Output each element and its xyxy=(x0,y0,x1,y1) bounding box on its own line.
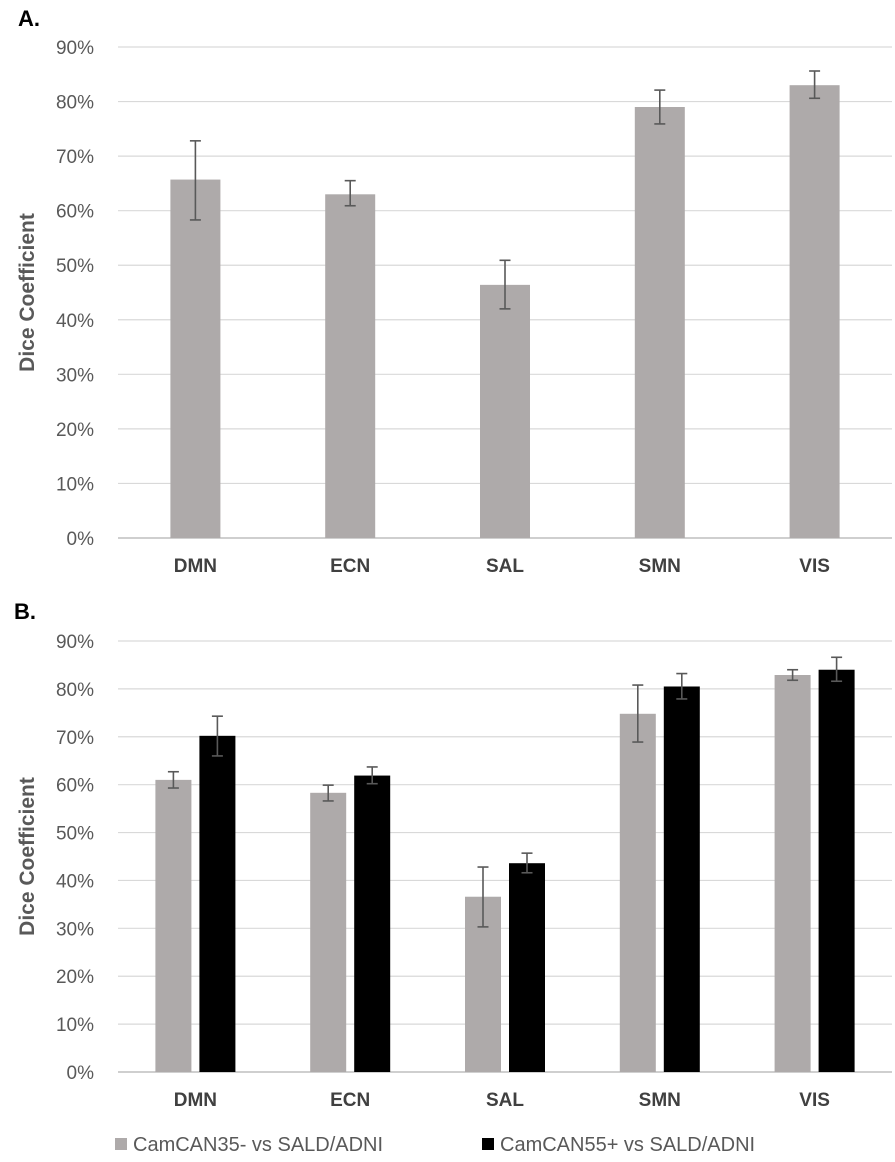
panel-a-label: A. xyxy=(18,6,40,31)
panel-a-bar-smn xyxy=(634,107,685,538)
panel-a-x-tick-label: SAL xyxy=(486,556,524,577)
panel-a-x-tick-label: SMN xyxy=(639,556,681,577)
panel-a-y-axis-title: Dice Coefficient xyxy=(16,213,39,372)
panel-b-y-tick-label: 90% xyxy=(56,632,94,653)
panel-a-y-tick-label: 40% xyxy=(56,311,94,332)
panel-b-x-tick-label: SMN xyxy=(639,1090,681,1111)
panel-a-bar-sal xyxy=(480,284,530,538)
panel-b-y-tick-label: 80% xyxy=(56,680,94,701)
panel-a-bar-dmn xyxy=(170,179,221,538)
panel-b-x-tick-label: DMN xyxy=(174,1090,217,1111)
panel-a-y-tick-label: 80% xyxy=(56,93,94,114)
panel-b-bar-vis-s1 xyxy=(774,675,811,1072)
panel-a-y-tick-label: 20% xyxy=(56,420,94,441)
panel-a-bar-ecn xyxy=(325,194,376,539)
panel-a-y-tick-label: 50% xyxy=(56,256,94,277)
panel-b-x-tick-label: ECN xyxy=(330,1090,370,1111)
panel-a-y-tick-label: 60% xyxy=(56,202,94,223)
panel-b-y-tick-label: 20% xyxy=(56,967,94,988)
panel-b-y-tick-label: 70% xyxy=(56,728,94,749)
panel-b-y-tick-label: 60% xyxy=(56,776,94,797)
panel-b-bar-smn-s1 xyxy=(619,713,656,1072)
panel-a-x-tick-label: ECN xyxy=(330,556,370,577)
panel-a-y-tick-label: 70% xyxy=(56,147,94,168)
panel-b-label: B. xyxy=(14,599,36,624)
panel-a-y-tick-label: 30% xyxy=(56,365,94,386)
panel-b-bar-ecn-s2 xyxy=(354,775,391,1072)
panel-b-bar-vis-s2 xyxy=(818,669,855,1072)
panel-a-y-tick-label: 0% xyxy=(67,529,95,550)
panel-b-bar-ecn-s1 xyxy=(310,792,347,1072)
panel-b-bar-sal-s2 xyxy=(509,863,545,1072)
panel-b-legend-label-2: CamCAN55+ vs SALD/ADNI xyxy=(500,1134,755,1156)
panel-b-y-tick-label: 0% xyxy=(67,1063,95,1084)
panel-b-x-tick-label: VIS xyxy=(799,1090,830,1111)
panel-b-y-tick-label: 30% xyxy=(56,919,94,940)
panel-a-y-tick-label: 90% xyxy=(56,38,94,59)
panel-b-x-tick-label: SAL xyxy=(486,1090,524,1111)
panel-b-legend-swatch-1 xyxy=(115,1138,127,1150)
panel-a-bar-vis xyxy=(789,85,840,538)
panel-b-bar-dmn-s1 xyxy=(155,779,192,1072)
panel-b-y-tick-label: 50% xyxy=(56,824,94,845)
panel-b-legend-label-1: CamCAN35- vs SALD/ADNI xyxy=(133,1134,383,1156)
panel-b-y-tick-label: 10% xyxy=(56,1015,94,1036)
panel-b-legend-swatch-2 xyxy=(482,1138,494,1150)
panel-b-bar-dmn-s2 xyxy=(199,735,236,1072)
panel-a-x-tick-label: VIS xyxy=(799,556,830,577)
panel-b-y-tick-label: 40% xyxy=(56,871,94,892)
panel-b-y-axis-title: Dice Coefficient xyxy=(16,777,39,936)
panel-a-x-tick-label: DMN xyxy=(174,556,217,577)
panel-b-bar-smn-s2 xyxy=(663,686,700,1072)
panel-a-y-tick-label: 10% xyxy=(56,474,94,495)
